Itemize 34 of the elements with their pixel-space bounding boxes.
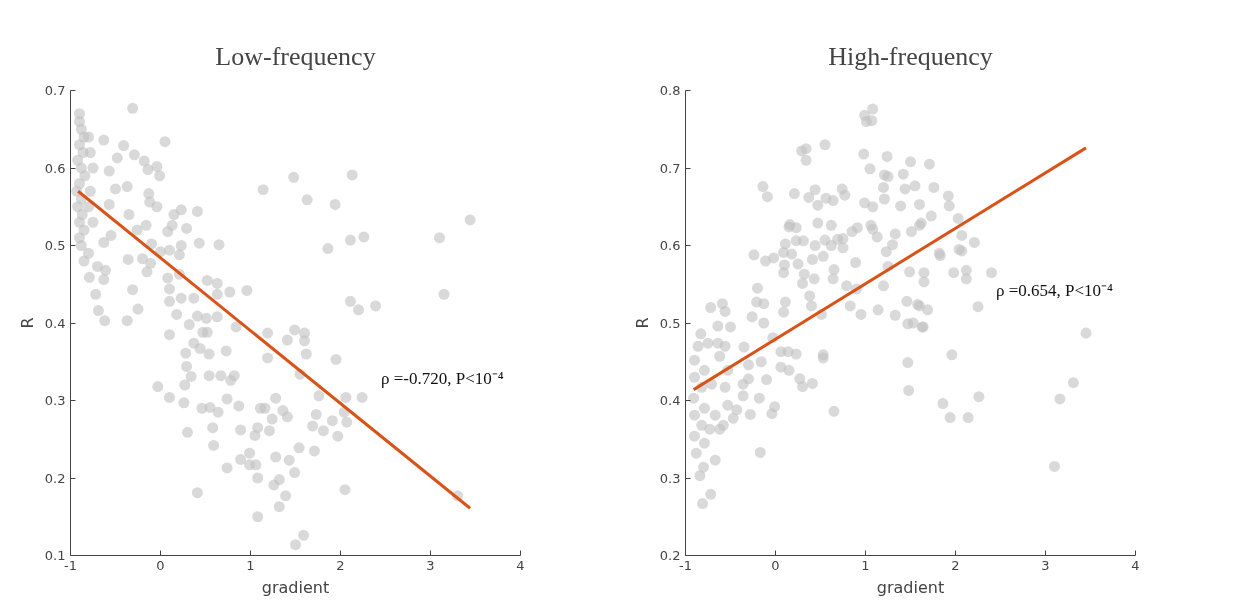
x-tick-label: 3 <box>1041 557 1050 573</box>
x-tick-label: 2 <box>336 557 345 573</box>
y-tick-label: 0.4 <box>44 315 66 331</box>
y-tick-label: 0.7 <box>659 160 681 176</box>
y-tick-label: 0.3 <box>44 393 66 408</box>
y-tick-label: 0.4 <box>659 393 681 408</box>
annotation: ρ =-0.720, P<10⁻⁴ <box>381 369 504 389</box>
x-tick-label: 2 <box>951 557 960 573</box>
y-tick-label: 0.5 <box>44 238 66 253</box>
y-axis-title: R <box>632 317 652 329</box>
y-tick-label: 0.3 <box>659 470 681 486</box>
x-tick-label: 1 <box>861 557 870 573</box>
y-tick-label: 0.2 <box>44 470 66 486</box>
y-tick-label: 0.2 <box>659 548 681 563</box>
x-tick-label: -1 <box>64 557 77 573</box>
y-tick-label: 0.5 <box>659 315 681 331</box>
chart-title: High-frequency <box>828 41 993 71</box>
y-tick-label: 0.6 <box>659 238 681 253</box>
y-tick-label: 0.6 <box>44 160 66 176</box>
x-axis-title: gradient <box>261 577 330 597</box>
annotation: ρ =0.654, P<10⁻⁴ <box>996 280 1114 300</box>
y-tick-label: 0.1 <box>44 548 66 563</box>
x-axis-title: gradient <box>876 577 945 597</box>
chart-title: Low-frequency <box>215 41 376 71</box>
x-tick-label: 4 <box>1131 557 1140 573</box>
x-tick-label: 1 <box>246 557 255 573</box>
x-tick-label: -1 <box>679 557 692 573</box>
x-tick-label: 3 <box>426 557 435 573</box>
y-tick-label: 0.8 <box>659 83 681 98</box>
y-axis-title: R <box>17 317 37 329</box>
x-tick-label: 0 <box>771 557 780 573</box>
x-tick-label: 4 <box>516 557 525 573</box>
x-tick-label: 0 <box>156 557 165 573</box>
y-tick-label: 0.7 <box>44 83 66 98</box>
